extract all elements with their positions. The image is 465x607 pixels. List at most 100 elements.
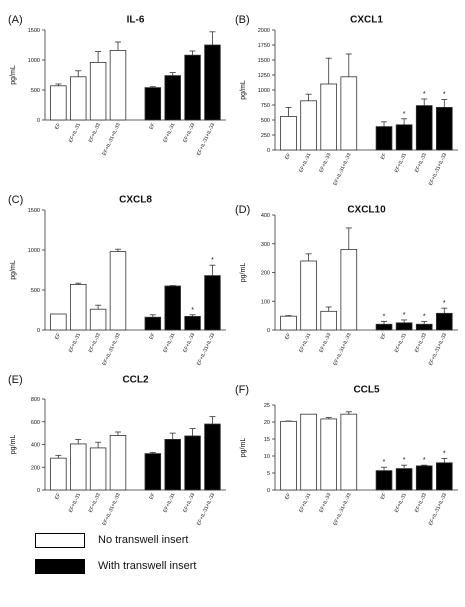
bar-with-insert-4 (204, 423, 221, 491)
chart-title: CXCL8 (119, 194, 152, 205)
bar-no-insert-4 (340, 413, 358, 491)
significance-asterisk: * (211, 257, 214, 264)
bar-with-insert-1 (144, 87, 162, 121)
bar-with-insert-4 (435, 312, 453, 331)
bar-no-insert-4 (340, 76, 358, 151)
bar-no-insert-1 (280, 315, 297, 331)
bar-no-insert-2 (300, 100, 317, 151)
bar-with-insert-1 (144, 316, 162, 331)
significance-asterisk: * (443, 450, 446, 457)
x-tick-label: EF (149, 122, 157, 130)
y-tick-label: 100 (261, 299, 270, 305)
bar-no-insert-4 (109, 50, 127, 121)
y-tick-label: 500 (261, 118, 270, 124)
significance-asterisk: * (403, 111, 406, 118)
bar-no-insert-2 (70, 443, 87, 491)
y-axis-label: pg/mL (10, 260, 17, 280)
bar-with-insert-1 (144, 453, 162, 491)
y-tick-label: 15 (264, 437, 270, 443)
y-tick-label: 0 (267, 328, 270, 334)
x-tick-label: EF+IL-33 (182, 332, 196, 354)
x-tick-label: EF+IL-31+IL-33 (332, 492, 352, 526)
x-tick-label: EF+IL-31 (68, 122, 82, 144)
chart-panel-2: (B) CXCL1 pg/mL 0 250 500 750 1000 1250 1500 1750 2… (235, 14, 458, 187)
y-tick-label: 1000 (28, 58, 40, 64)
y-tick-label: 0 (37, 328, 40, 334)
x-tick-label: EF+IL-31+IL-33 (102, 492, 122, 526)
bar-no-insert-3 (89, 447, 107, 491)
y-tick-label: 200 (31, 465, 40, 471)
chart-panel-4: (D) CXCL10 pg/mL 0 100 200 300 400 EF EF+IL-31 EF+… (235, 204, 458, 367)
x-tick-label: EF+IL-31 (162, 492, 176, 514)
bar-with-insert-3 (184, 315, 201, 331)
y-tick-label: 200 (261, 271, 270, 277)
bar-no-insert-1 (50, 85, 67, 121)
x-tick-label: EF+IL-31 (298, 152, 312, 174)
significance-asterisk: * (423, 91, 426, 98)
x-tick-label: EF+IL-31+IL-33 (196, 332, 216, 366)
bar-with-insert-2 (164, 285, 181, 331)
bar-with-insert-2 (164, 438, 181, 491)
x-tick-label: EF+IL-31 (298, 332, 312, 354)
x-tick-label: EF+IL-33 (88, 332, 102, 354)
x-tick-label: EF+IL-33 (318, 492, 332, 514)
bar-no-insert-4 (340, 249, 358, 331)
chart-panel-6: (F) CCL5 pg/mL 0 5 10 15 20 25 EF EF+IL-31 EF+IL-33… (235, 384, 458, 527)
chart-title: CXCL1 (350, 14, 383, 25)
bar-no-insert-3 (89, 62, 107, 121)
bar-no-insert-4 (109, 251, 127, 331)
x-tick-label: EF+IL-33 (318, 152, 332, 174)
x-tick-label: EF+IL-33 (318, 332, 332, 354)
bar-with-insert-2 (395, 468, 413, 491)
bar-with-insert-4 (204, 275, 221, 331)
y-tick-label: 800 (31, 397, 40, 403)
x-tick-label: EF+IL-31 (162, 332, 176, 354)
x-tick-label: EF+IL-31+IL-33 (428, 332, 448, 366)
x-tick-label: EF+IL-33 (182, 492, 196, 514)
legend-item-without-insert: No transwell insert (35, 533, 335, 553)
x-tick-label: EF+IL-31+IL-33 (102, 332, 122, 366)
y-tick-label: 5 (267, 471, 270, 477)
panel-letter: (B) (235, 14, 250, 26)
bar-no-insert-3 (320, 83, 338, 151)
bar-with-insert-1 (375, 126, 393, 151)
bar-no-insert-1 (50, 313, 67, 331)
bar-with-insert-4 (435, 462, 453, 491)
x-tick-label: EF+IL-31 (68, 332, 82, 354)
bar-no-insert-2 (70, 76, 87, 121)
x-tick-label: EF+IL-33 (182, 122, 196, 144)
chart-title: CCL2 (122, 374, 149, 385)
bar-no-insert-1 (50, 457, 67, 491)
y-axis-label: pg/mL (10, 435, 17, 455)
y-tick-label: 0 (267, 488, 270, 494)
bar-with-insert-2 (395, 322, 413, 331)
legend-item-with-insert: With transwell insert (35, 559, 335, 579)
y-tick-label: 500 (31, 88, 40, 94)
bar-no-insert-1 (280, 116, 297, 151)
y-tick-label: 2000 (258, 28, 270, 34)
y-tick-label: 300 (261, 242, 270, 248)
y-tick-label: 10 (264, 454, 270, 460)
bar-with-insert-3 (184, 54, 201, 121)
panel-letter: (D) (235, 204, 250, 216)
panel-letter: (E) (8, 374, 23, 386)
y-axis-label: pg/mL (10, 65, 17, 85)
bar-no-insert-3 (89, 308, 107, 331)
y-axis-label: pg/mL (240, 80, 247, 100)
x-tick-label: EF (54, 332, 62, 340)
y-tick-label: 750 (261, 103, 270, 109)
bar-with-insert-1 (375, 323, 393, 331)
y-tick-label: 600 (31, 420, 40, 426)
significance-asterisk: * (423, 457, 426, 464)
y-tick-label: 0 (267, 148, 270, 154)
y-tick-label: 250 (261, 133, 270, 139)
bar-no-insert-2 (70, 283, 87, 331)
y-tick-label: 0 (37, 488, 40, 494)
chart-panel-3: (C) CXCL8 pg/mL 0 500 1000 1500 EF EF+IL-31 EF+IL… (8, 194, 226, 367)
y-tick-label: 25 (264, 403, 270, 409)
x-tick-label: EF+IL-31 (394, 332, 408, 354)
x-tick-label: EF+IL-31+IL-33 (428, 492, 448, 526)
x-tick-label: EF+IL-33 (88, 492, 102, 514)
panel-letter: (A) (8, 14, 23, 26)
